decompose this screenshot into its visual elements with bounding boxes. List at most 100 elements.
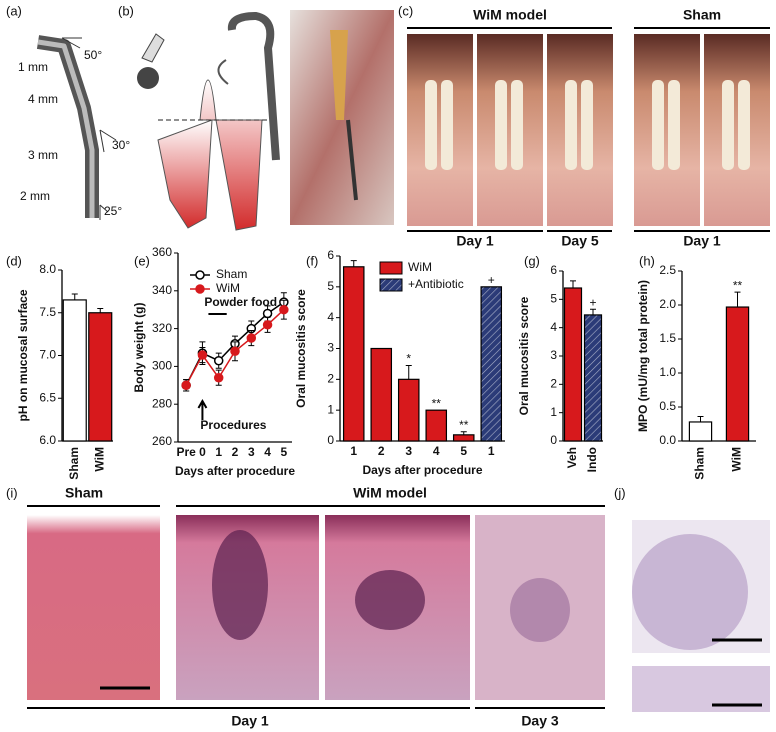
angle-mark — [61, 37, 82, 49]
tooth — [157, 119, 213, 229]
panel-c: WiM model Sham Day 1 Day 5 Day 1 — [407, 7, 770, 249]
group-label: WiM model — [353, 485, 427, 501]
length-label: 2 mm — [20, 189, 50, 203]
wire-highlight — [37, 39, 95, 218]
legend-label: WiM — [408, 260, 432, 274]
legend-label: WiM — [216, 281, 240, 295]
error-bar — [71, 293, 78, 300]
photo — [407, 34, 473, 226]
photo — [547, 34, 613, 226]
photo — [477, 34, 543, 226]
photo — [704, 34, 770, 226]
y-tick-label: 0 — [550, 433, 557, 447]
x-tick-label: 5 — [281, 445, 288, 459]
x-tick-label: 0 — [199, 445, 206, 459]
point — [246, 333, 257, 343]
bar — [563, 287, 583, 442]
error-bar — [697, 416, 704, 422]
day-label: Day 5 — [561, 233, 599, 249]
y-tick-label: 4 — [327, 310, 334, 324]
panel-label: (f) — [306, 253, 318, 268]
annotation-arrow — [197, 398, 208, 420]
panel-label: (c) — [398, 3, 413, 18]
legend-swatch — [379, 278, 403, 292]
y-tick-label: 3 — [550, 348, 557, 362]
y-tick-label: 3 — [327, 341, 334, 355]
x-tick-label: 2 — [378, 444, 385, 458]
y-axis-label: Body weight (g) — [132, 303, 146, 393]
legend-label: Sham — [216, 267, 247, 281]
error-bar — [97, 307, 104, 313]
y-tick-label: 7.0 — [39, 348, 56, 362]
y-tick-label: 2 — [327, 372, 334, 386]
drill-tip — [137, 67, 159, 89]
y-tick-label: 0 — [327, 433, 334, 447]
photo — [634, 34, 700, 226]
panel-label: (g) — [524, 253, 540, 268]
section — [632, 534, 748, 650]
length-label: 1 mm — [18, 60, 48, 74]
error-bar — [734, 291, 741, 308]
annotation: Procedures — [200, 418, 266, 432]
bar — [370, 347, 393, 442]
y-tick-label: 340 — [152, 283, 172, 297]
photo-incisor — [330, 30, 348, 120]
bar — [88, 312, 113, 442]
group-label: Sham — [683, 7, 721, 23]
x-tick-label: Pre — [176, 445, 196, 459]
bar — [397, 378, 420, 442]
y-tick-label: 0.5 — [659, 399, 676, 413]
x-tick-label: 1 — [215, 445, 222, 459]
error-bar — [570, 280, 576, 288]
significance-label: ** — [733, 278, 743, 292]
legend-swatch — [379, 261, 403, 275]
significance-label: * — [406, 352, 411, 366]
y-axis-label: Oral mucositis score — [294, 289, 308, 408]
x-tick-label: 3 — [405, 444, 412, 458]
panel-label: (i) — [6, 485, 18, 500]
day-label: Day 1 — [456, 233, 494, 249]
y-tick-label: 8.0 — [39, 262, 56, 276]
legend-marker — [195, 284, 205, 294]
angle-mark — [99, 129, 117, 153]
point — [213, 355, 224, 366]
y-tick-label: 300 — [152, 359, 172, 373]
y-tick-label: 4 — [550, 320, 557, 334]
y-tick-label: 1.5 — [659, 331, 676, 345]
y-tick-label: 7.5 — [39, 305, 56, 319]
point — [230, 346, 240, 357]
length-label: 4 mm — [28, 92, 58, 106]
x-axis-label: Days after procedure — [362, 463, 482, 477]
panel-label: (b) — [118, 3, 134, 18]
x-tick-label: 1 — [488, 444, 495, 458]
y-axis-label: pH on mucosal surface — [16, 289, 30, 421]
y-axis-label: Oral mucositis score — [517, 296, 531, 415]
point — [279, 304, 289, 315]
day-label: Day 1 — [231, 713, 269, 729]
x-tick-label: 4 — [433, 444, 440, 458]
day-label: Day 3 — [521, 713, 559, 729]
insertion-diagram — [137, 10, 394, 231]
point — [262, 308, 273, 319]
panel-labels: (a) (b) (c) (d) (e) (f) (g) (h) (i) (j) — [6, 3, 655, 500]
lesion — [355, 570, 425, 630]
significance-label: + — [488, 273, 495, 287]
group-label: Sham — [65, 485, 103, 501]
panel-label: (e) — [134, 253, 150, 268]
x-tick-label: Sham — [693, 447, 707, 480]
lesion — [212, 530, 268, 640]
angle-mark — [99, 204, 109, 220]
point — [197, 350, 208, 360]
x-tick-label: 2 — [232, 445, 239, 459]
y-tick-label: 1 — [550, 405, 557, 419]
y-tick-label: 280 — [152, 396, 172, 410]
error-bar — [405, 364, 412, 380]
error-bar — [460, 431, 467, 435]
bar — [452, 434, 475, 442]
y-tick-label: 6 — [327, 248, 334, 262]
bar — [480, 286, 503, 442]
annotation: Powder food — [204, 295, 277, 309]
wire-drawing — [227, 11, 280, 161]
x-tick-label: 4 — [264, 445, 271, 459]
x-tick-label: 1 — [350, 444, 357, 458]
